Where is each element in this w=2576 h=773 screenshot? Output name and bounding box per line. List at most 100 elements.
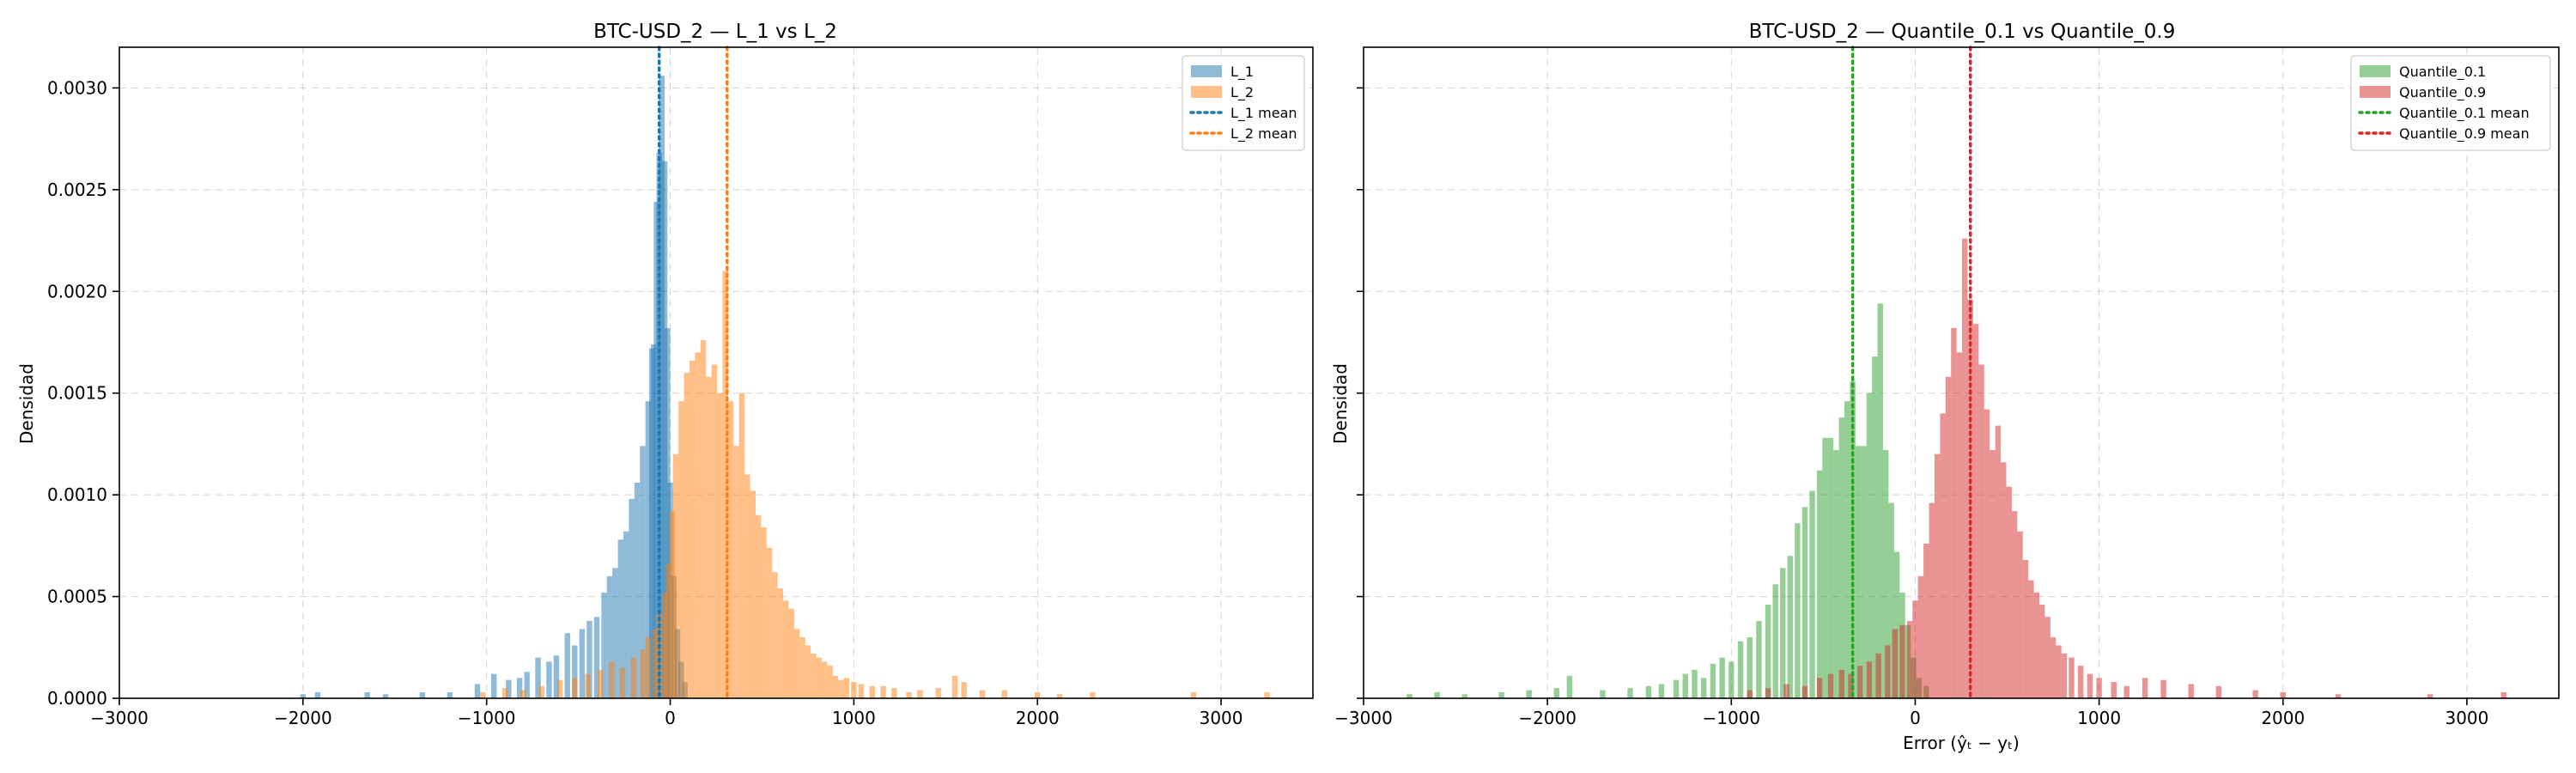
histogram-bar: [772, 572, 778, 698]
right-y-axis-label: Densidad: [1330, 363, 1351, 444]
histogram-bar: [1855, 446, 1862, 698]
histogram-bar: [1872, 356, 1878, 698]
histogram-bar: [695, 352, 701, 698]
x-tick-label: −2000: [1518, 708, 1577, 728]
right-panel: BTC-USD_2 — Quantile_0.1 vs Quantile_0.9…: [1330, 21, 2560, 753]
histogram-bar: [2142, 678, 2148, 698]
histogram-bar: [1923, 543, 1929, 698]
histogram-bar: [1848, 673, 1854, 698]
histogram-bar: [1682, 673, 1688, 698]
histogram-bar: [744, 474, 750, 698]
histogram-bar: [516, 678, 523, 698]
histogram-bar: [612, 568, 618, 698]
histogram-bar: [640, 649, 646, 698]
histogram-bar: [678, 401, 684, 698]
histogram-bar: [1929, 502, 1935, 698]
histogram-bar: [843, 678, 850, 698]
legend-label: Quantile_0.9 mean: [2399, 125, 2530, 143]
histogram-bar: [2500, 691, 2506, 698]
histogram-bar: [2006, 486, 2012, 698]
histogram-bar: [951, 675, 958, 698]
histogram-bar: [645, 636, 652, 698]
histogram-bar: [979, 690, 986, 698]
histogram-bar: [364, 691, 370, 698]
histogram-bar: [2050, 636, 2057, 698]
histogram-bar: [2280, 691, 2286, 698]
histogram-bar: [2252, 690, 2258, 698]
histogram-bar: [474, 684, 481, 698]
legend-label: L_1 mean: [1230, 105, 1297, 122]
x-tick-label: 2000: [2261, 708, 2305, 728]
histogram-bar: [827, 666, 833, 698]
histogram-bar: [689, 360, 696, 698]
histogram-bar: [601, 592, 607, 698]
right-y-ticks: [1357, 87, 1364, 699]
legend-label: Quantile_0.1: [2399, 64, 2486, 81]
histogram-bar: [1906, 620, 1913, 698]
y-tick-label: 0.0020: [47, 281, 107, 301]
left-panel-title: BTC-USD_2 — L_1 vs L_2: [593, 21, 837, 43]
histogram-bar: [738, 393, 745, 698]
histogram-bar: [2427, 694, 2433, 698]
histogram-bar: [816, 657, 822, 698]
histogram-bar: [766, 547, 773, 698]
legend-label: Quantile_0.1 mean: [2399, 105, 2530, 122]
x-tick-label: −1000: [1702, 708, 1760, 728]
histogram-bar: [593, 617, 600, 698]
histogram-bar: [1056, 694, 1063, 698]
x-tick-label: 2000: [1016, 708, 1060, 728]
histogram-bar: [1461, 694, 1467, 698]
series-Quantile_0.9: [1747, 238, 2506, 699]
histogram-bar: [585, 673, 591, 698]
histogram-bar: [1866, 661, 1873, 698]
histogram-bar: [1972, 324, 1979, 698]
histogram-bar: [1787, 556, 1794, 698]
histogram-bar: [2022, 559, 2029, 698]
histogram-bar: [2044, 617, 2050, 698]
right-histogram-bars: [1406, 238, 2506, 699]
histogram-bar: [2069, 657, 2075, 698]
histogram-bar: [1893, 551, 1900, 698]
histogram-bar: [1406, 694, 1413, 698]
histogram-bar: [717, 393, 723, 698]
histogram-bar: [1838, 669, 1845, 698]
y-tick-label: 0.0000: [47, 688, 107, 709]
histogram-bar: [661, 592, 668, 698]
histogram-bar: [2028, 580, 2034, 698]
histogram-bar: [623, 531, 629, 698]
left-mean-lines: [657, 46, 729, 700]
histogram-bar: [851, 682, 857, 698]
histogram-bar: [546, 661, 552, 698]
histogram-bar: [1756, 620, 1762, 698]
left-y-ticks: 0.0000 0.0005 0.0010 0.0015 0.0020 0.0025 0.00…: [47, 77, 119, 709]
y-tick-label: 0.0010: [47, 484, 107, 505]
histogram-bar: [538, 685, 545, 698]
series-Quantile_0.1: [1406, 303, 1929, 698]
histogram-bar: [1498, 691, 1504, 698]
histogram-bar: [891, 688, 897, 698]
histogram-bar: [777, 588, 784, 698]
histogram-bar: [1945, 376, 1952, 698]
histogram-bar: [683, 373, 690, 698]
histogram-bar: [1526, 690, 1532, 698]
histogram-bar: [634, 482, 641, 698]
histogram-bar: [1877, 303, 1883, 698]
histogram-bar: [733, 446, 739, 698]
x-tick-label: −2000: [274, 708, 332, 728]
histogram-bar: [480, 691, 486, 698]
right-x-axis-label: Error (ŷₜ − yₜ): [1903, 733, 2020, 753]
histogram-bar: [1990, 450, 1996, 698]
histogram-bar: [2111, 682, 2117, 698]
histogram-bar: [579, 629, 586, 698]
histogram-bar: [880, 685, 886, 698]
histogram-bar: [1956, 352, 1963, 698]
histogram-bar: [2017, 531, 2023, 698]
histogram-bar: [1780, 568, 1786, 698]
histogram-bar: [1795, 523, 1801, 698]
histogram-bar: [1627, 688, 1633, 698]
histogram-bar: [1600, 690, 1606, 698]
histogram-bar: [645, 401, 652, 698]
right-panel-title: BTC-USD_2 — Quantile_0.1 vs Quantile_0.9: [1749, 21, 2176, 43]
histogram-bar: [506, 679, 512, 698]
legend-patch: [2360, 86, 2391, 98]
